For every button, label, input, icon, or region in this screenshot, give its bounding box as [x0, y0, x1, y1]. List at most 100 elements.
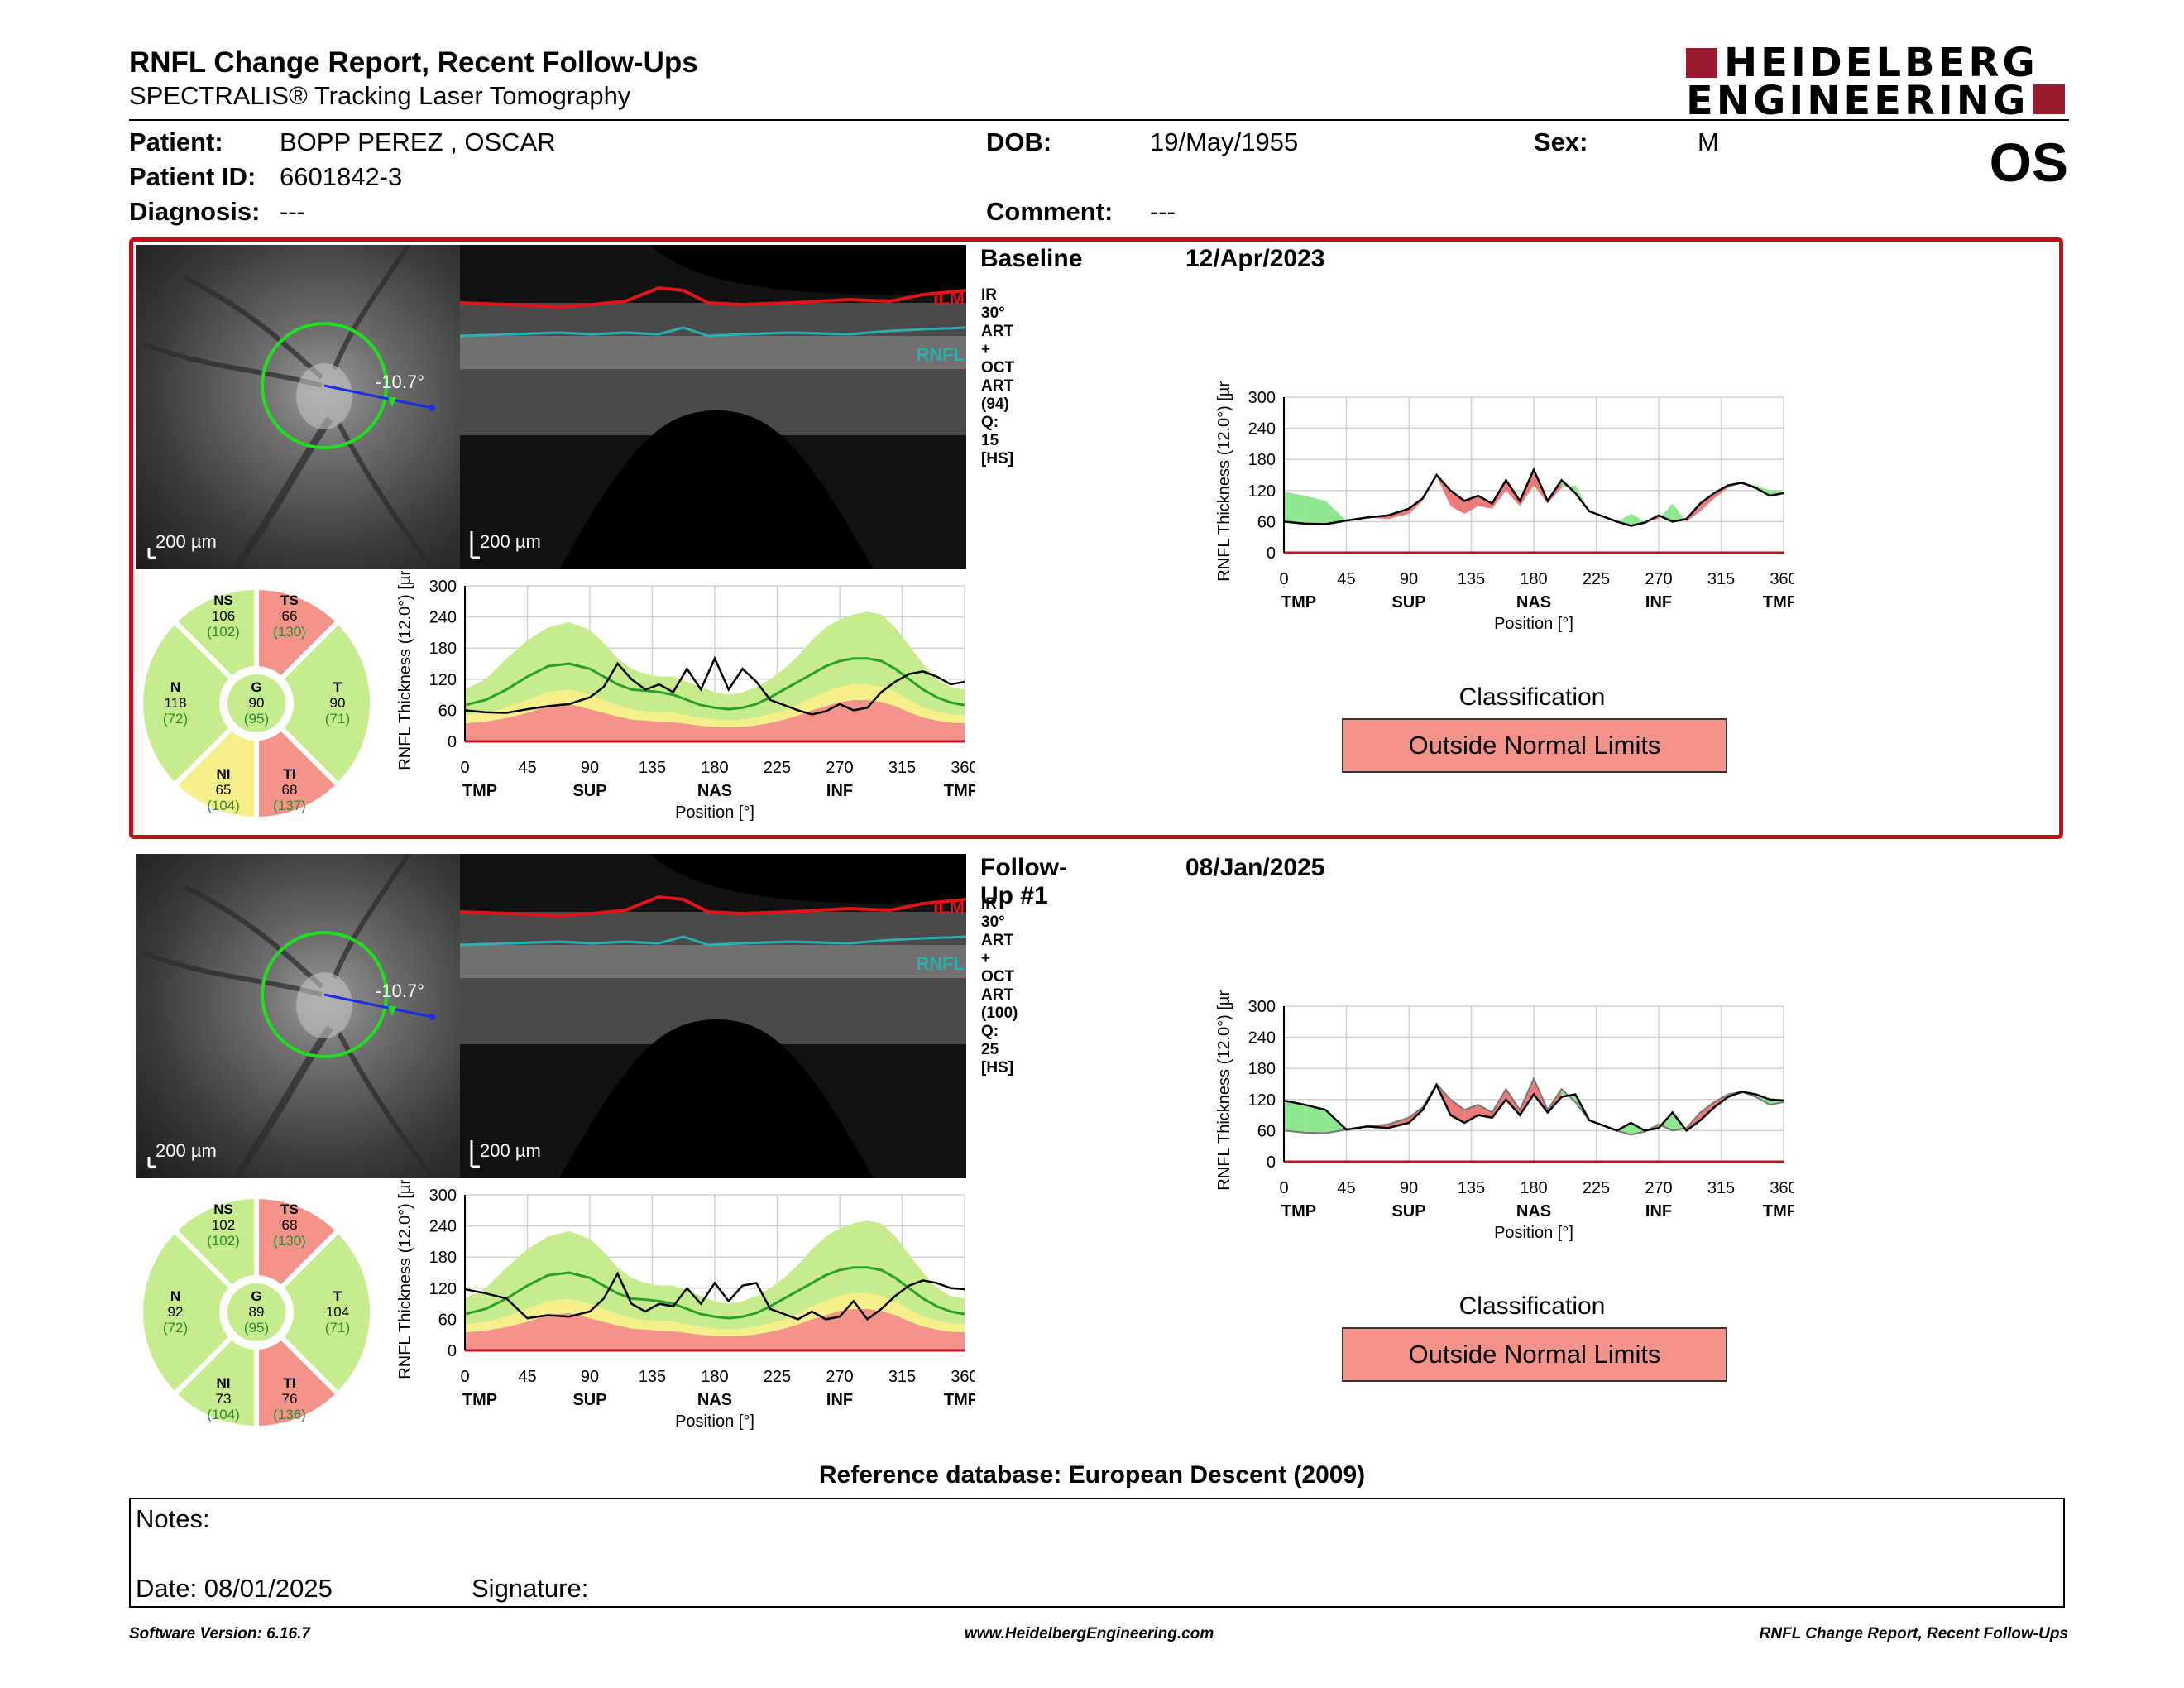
baseline-sector-label-ns: NS	[213, 592, 233, 608]
baseline-oct-cup	[559, 410, 874, 569]
baseline-vessel-0	[184, 276, 323, 380]
baseline-profile-diff-segment	[1478, 496, 1492, 509]
baseline-protocol: IR 30° ART + OCT ART (94) Q: 15 [HS]	[981, 286, 1015, 468]
baseline-profile-x-tick-label: 0	[1279, 570, 1288, 588]
followup-classification-title: Classification	[1458, 1292, 1606, 1320]
baseline-sector-n	[138, 617, 236, 789]
followup-exam-label: Follow-Up #1	[980, 854, 1067, 909]
baseline-profile-x-region-label: SUP	[1391, 593, 1425, 611]
followup-oct-scale-icon	[470, 1140, 480, 1168]
followup-classification-box: Outside Normal Limits	[1342, 1327, 1727, 1382]
comment-label: Comment:	[986, 197, 1114, 226]
followup-chart-x-region-label: NAS	[697, 1391, 732, 1409]
baseline-chart-x-tick-label: 225	[764, 759, 791, 777]
baseline-profile-diff-segment	[1714, 485, 1728, 499]
diagnosis-label: Diagnosis:	[129, 197, 261, 226]
notes-box[interactable]: Notes: Date: 08/01/2025 Signature:	[129, 1498, 2065, 1608]
baseline-chart-normal-band	[465, 611, 965, 721]
followup-profile-diff-segment	[1305, 1105, 1326, 1134]
followup-sector-label-ni: NI	[217, 1375, 231, 1391]
baseline-sector-value-ns: 106	[212, 608, 235, 624]
baseline-chart-y-tick-label: 60	[438, 702, 457, 720]
baseline-vessel-2	[232, 416, 333, 569]
followup-vessel-0	[184, 885, 323, 989]
followup-chart-x-tick-label: 225	[764, 1368, 791, 1386]
followup-sector-label-ti: TI	[283, 1375, 295, 1391]
baseline-profile-y-tick-label: 300	[1248, 389, 1276, 407]
baseline-angle-marker-icon	[388, 397, 396, 407]
followup-chart-y-tick-label: 0	[448, 1342, 457, 1360]
followup-sector-ref-ns: (102)	[207, 1233, 240, 1249]
followup-profile-x-tick-label: 45	[1337, 1179, 1355, 1197]
followup-sector-label-g: G	[251, 1288, 261, 1304]
baseline-profile-x-tick-label: 45	[1337, 570, 1355, 588]
followup-angle-label: -10.7°	[376, 981, 424, 1001]
baseline-chart-x-tick-label: 90	[581, 759, 599, 777]
followup-angle-line	[323, 993, 433, 1019]
followup-chart-y-tick-label: 180	[429, 1249, 457, 1267]
baseline-chart-x-tick-label: 270	[826, 759, 853, 777]
heidelberg-logo: HEIDELBERG ENGINEERING	[1686, 40, 2067, 124]
comment-value: ---	[1150, 197, 1176, 226]
baseline-sector-ns	[170, 584, 259, 683]
baseline-chart-y-tick-label: 120	[429, 671, 457, 689]
notes-label: Notes:	[136, 1504, 210, 1533]
report-subtitle: SPECTRALIS® Tracking Laser Tomography	[129, 81, 631, 110]
followup-profile-x-tick-label: 360	[1770, 1179, 1794, 1197]
followup-chart-x-tick-label: 0	[460, 1368, 469, 1386]
baseline-chart-thickness-line	[464, 655, 965, 716]
baseline-angle-line	[323, 384, 433, 410]
followup-thickness-chart: 0 60 120 180 240 300 0 45 90 135 180 225 270 315 360 TM…	[396, 1180, 975, 1431]
followup-sector-label-n: N	[170, 1288, 180, 1304]
software-version: Software Version: 6.16.7	[129, 1625, 310, 1642]
baseline-chart-x-tick-label: 0	[460, 759, 469, 777]
baseline-profile-x-tick-label: 180	[1520, 570, 1547, 588]
baseline-profile-diff-segment	[1325, 501, 1347, 525]
baseline-profile-diff-segment	[1450, 490, 1465, 514]
followup-chart-x-axis-label: Position [°]	[675, 1412, 754, 1431]
baseline-profile-y-tick-label: 60	[1257, 513, 1276, 531]
baseline-rnfl-line	[460, 326, 966, 338]
baseline-sector-ref-n: (72)	[163, 711, 188, 727]
baseline-chart-x-axis-label: Position [°]	[675, 803, 754, 822]
dob-value: 19/May/1955	[1150, 127, 1299, 156]
baseline-angle-endpoint	[429, 405, 435, 411]
baseline-sector-ti	[254, 724, 342, 822]
followup-chart-normal-mean-line	[464, 1266, 965, 1320]
baseline-chart-x-tick-label: 360	[951, 759, 975, 777]
baseline-sector-value-ti: 68	[282, 782, 298, 798]
followup-ilm-label: ILM	[933, 897, 965, 918]
baseline-sector-ref-ti: (137)	[273, 798, 306, 813]
baseline-ilm-label: ILM	[933, 288, 965, 309]
followup-chart-thickness-line	[464, 1271, 965, 1321]
baseline-profile-x-region-label: NAS	[1516, 593, 1551, 611]
followup-sector-ns	[170, 1193, 259, 1292]
followup-sector-value-n: 92	[168, 1304, 184, 1320]
footer-report-name: RNFL Change Report, Recent Follow-Ups	[1759, 1625, 2068, 1642]
baseline-profile-diff-segment	[1616, 514, 1631, 526]
baseline-profile-x-tick-label: 135	[1458, 570, 1485, 588]
baseline-oct-overlay	[460, 245, 966, 569]
followup-fundus-scale-icon	[147, 1157, 156, 1168]
followup-profile-x-region-label: INF	[1645, 1202, 1672, 1220]
followup-sector-ref-g: (95)	[244, 1320, 269, 1336]
followup-oct-overlay	[460, 854, 966, 1178]
followup-profile-y-tick-label: 180	[1248, 1060, 1276, 1078]
followup-profile-thickness-line	[1283, 1082, 1784, 1133]
followup-protocol: IR 30° ART + OCT ART (100) Q: 25 [HS]	[981, 895, 1018, 1077]
followup-chart-x-tick-label: 135	[639, 1368, 666, 1386]
website-link[interactable]: www.HeidelbergEngineering.com	[965, 1625, 1214, 1642]
baseline-scan-circle	[261, 322, 388, 449]
baseline-rnfl-label: RNFL	[916, 344, 965, 365]
baseline-sector-label-ts: TS	[280, 592, 299, 608]
followup-chart-y-tick-label: 120	[429, 1280, 457, 1298]
baseline-profile-diff-segment	[1409, 498, 1423, 514]
followup-angle-marker-icon	[388, 1006, 396, 1016]
followup-chart-normal-band	[465, 1220, 965, 1330]
baseline-profile-x-region-label: TMP	[1763, 593, 1794, 611]
baseline-chart-x-tick-label: 135	[639, 759, 666, 777]
baseline-profile-diff-segment	[1741, 482, 1756, 488]
baseline-sector-g	[223, 669, 290, 737]
baseline-exam-date: 12/Apr/2023	[1185, 245, 1325, 272]
followup-sector-ref-t: (71)	[325, 1320, 350, 1336]
